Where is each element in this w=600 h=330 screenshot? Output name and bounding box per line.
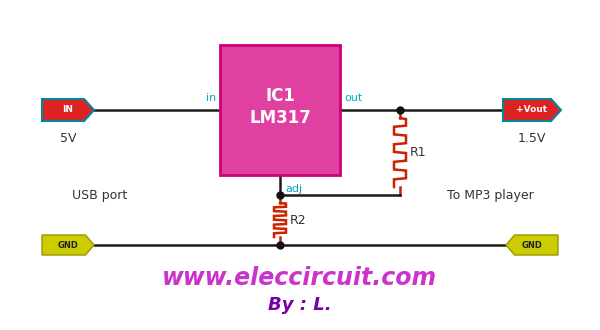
Polygon shape xyxy=(42,99,94,121)
Text: 1.5V: 1.5V xyxy=(518,132,546,145)
Text: USB port: USB port xyxy=(73,188,128,202)
Text: +Vout: +Vout xyxy=(517,106,548,115)
Text: LM317: LM317 xyxy=(249,109,311,127)
Polygon shape xyxy=(506,235,558,255)
Text: IC1: IC1 xyxy=(265,87,295,105)
Bar xyxy=(220,45,340,175)
Text: GND: GND xyxy=(58,241,79,249)
Text: R2: R2 xyxy=(290,214,307,226)
Text: GND: GND xyxy=(521,241,542,249)
Text: IN: IN xyxy=(62,106,74,115)
Polygon shape xyxy=(42,235,94,255)
Text: By : L.: By : L. xyxy=(268,296,332,314)
Text: adj: adj xyxy=(285,184,302,194)
Text: in: in xyxy=(206,93,216,103)
Text: out: out xyxy=(344,93,362,103)
Text: 5V: 5V xyxy=(60,132,76,145)
Polygon shape xyxy=(503,99,561,121)
Text: R1: R1 xyxy=(410,146,427,159)
Text: To MP3 player: To MP3 player xyxy=(446,188,533,202)
Text: www.eleccircuit.com: www.eleccircuit.com xyxy=(163,266,437,290)
